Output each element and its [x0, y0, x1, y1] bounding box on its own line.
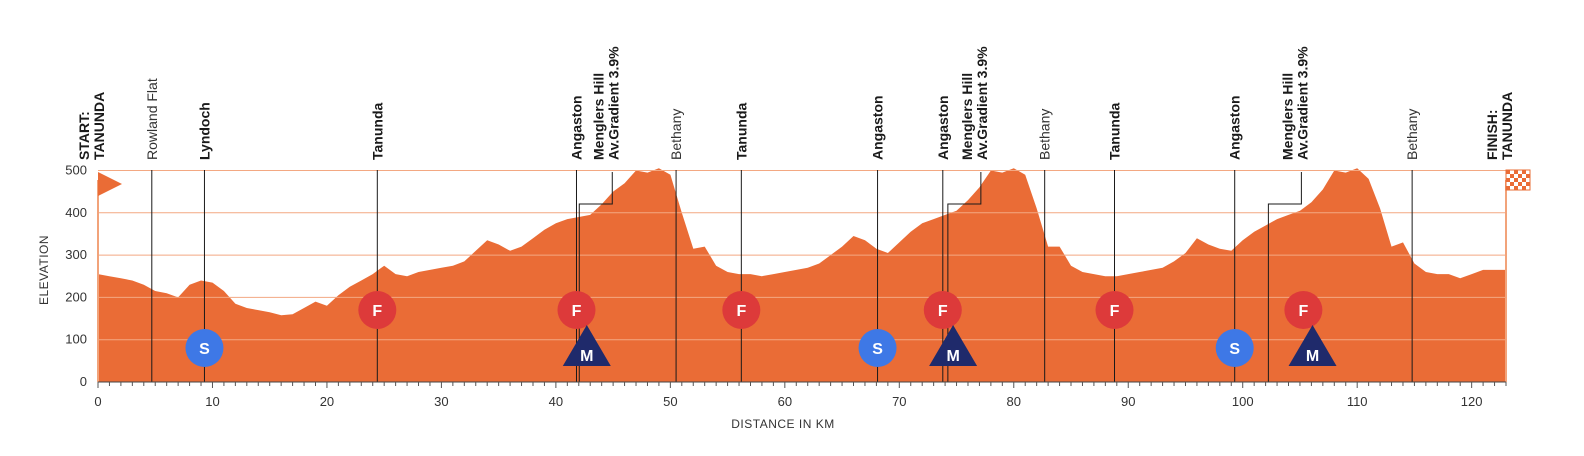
finish-flag-square — [1510, 182, 1514, 186]
place-label: Angaston — [568, 95, 584, 160]
mountain-marker — [929, 325, 978, 366]
mountain-marker-label: M — [1306, 348, 1319, 365]
x-tick-label-60: 60 — [778, 394, 792, 409]
place-label: FINISH: — [1484, 109, 1500, 160]
finish-flag-square — [1514, 178, 1518, 182]
mountain-marker — [1288, 325, 1337, 366]
finish-flag-square — [1506, 170, 1510, 174]
sprint-marker — [185, 329, 224, 367]
x-tick-label-80: 80 — [1007, 394, 1021, 409]
x-tick-label-20: 20 — [320, 394, 334, 409]
feed-zone-marker-label: F — [938, 303, 948, 320]
feed-zone-marker — [358, 291, 397, 329]
x-axis-title: DISTANCE IN KM — [731, 417, 834, 431]
feed-zone-marker — [1095, 291, 1134, 329]
sprint-marker — [1215, 329, 1254, 367]
feed-zone-marker-label: F — [372, 303, 382, 320]
y-tick-label-400: 400 — [65, 205, 87, 220]
feed-zone-marker-label: F — [1110, 303, 1120, 320]
climb-connector — [578, 172, 613, 208]
climb-connector — [1267, 172, 1302, 208]
finish-flag-square — [1518, 182, 1522, 186]
x-tick-label-50: 50 — [663, 394, 677, 409]
climb-connector — [947, 172, 982, 208]
finish-flag-square — [1514, 170, 1518, 174]
axes: 0 100 200 300 400 500 0 10 20 30 40 50 60 70 80 90 100 11… — [65, 162, 1507, 409]
finish-flag-square — [1526, 174, 1530, 178]
sprint-marker-label: S — [1229, 341, 1240, 358]
finish-flag-square — [1522, 178, 1526, 182]
x-tick-label-100: 100 — [1232, 394, 1254, 409]
place-label: Tanunda — [369, 102, 385, 160]
x-tick-label-10: 10 — [205, 394, 219, 409]
x-tick-label-110: 110 — [1347, 394, 1368, 409]
place-label-line2: Av.Gradient 3.9% — [974, 46, 990, 160]
feed-zone-marker — [923, 291, 962, 329]
finish-flag-square — [1510, 174, 1514, 178]
finish-flag-square — [1522, 186, 1526, 190]
y-tick-label-300: 300 — [65, 247, 87, 262]
feed-zone-marker — [1284, 291, 1323, 329]
mountain-marker-label: M — [580, 348, 593, 365]
feed-zone-marker — [557, 291, 596, 329]
y-tick-label-0: 0 — [80, 374, 87, 389]
y-tick-label-200: 200 — [65, 289, 87, 304]
place-label: Rowland Flat — [144, 78, 160, 160]
place-label: Angaston — [935, 95, 951, 160]
place-label: Bethany — [668, 109, 684, 160]
mountain-marker-label: M — [946, 348, 959, 365]
feed-zone-marker — [722, 291, 761, 329]
x-tick-label-120: 120 — [1461, 394, 1483, 409]
elevation-area — [98, 168, 1506, 382]
place-label-line2: Av.Gradient 3.9% — [605, 46, 621, 160]
elevation-profile — [98, 168, 1506, 382]
place-label: Menglers Hill — [590, 73, 606, 160]
finish-flag-square — [1506, 186, 1510, 190]
x-tick-label-90: 90 — [1121, 394, 1135, 409]
feed-zone-marker-label: F — [572, 303, 582, 320]
y-tick-label-100: 100 — [65, 332, 87, 347]
finish-flag-icon — [1505, 169, 1531, 191]
y-tick-label-500: 500 — [65, 162, 87, 177]
place-label: Tanunda — [733, 102, 749, 160]
x-tick-label-40: 40 — [549, 394, 563, 409]
finish-flag-square — [1526, 182, 1530, 186]
y-axis-title: ELEVATION — [37, 235, 51, 305]
place-label: START: — [76, 111, 92, 160]
x-tick-label-0: 0 — [94, 394, 101, 409]
finish-flag-square — [1506, 178, 1510, 182]
place-label-line2: Av.Gradient 3.9% — [1294, 46, 1310, 160]
x-tick-label-70: 70 — [892, 394, 906, 409]
start-flag-icon — [98, 172, 122, 196]
feed-zone-marker-label: F — [736, 303, 746, 320]
start-finish-flags — [98, 169, 1531, 196]
markers: S F F M F S F M F S F M — [185, 291, 1337, 367]
place-label: Menglers Hill — [1279, 73, 1295, 160]
place-label: Angaston — [870, 95, 886, 160]
finish-flag-square — [1522, 170, 1526, 174]
sprint-marker-label: S — [199, 341, 210, 358]
place-labels: START: TANUNDA Rowland Flat Lyndoch Tanunda A… — [76, 46, 1515, 160]
x-tick-label-30: 30 — [434, 394, 448, 409]
sprint-marker — [858, 329, 897, 367]
mountain-marker — [562, 325, 611, 366]
place-label-line2: TANUNDA — [91, 92, 107, 160]
place-label: Lyndoch — [196, 102, 212, 160]
place-lines — [97, 170, 1507, 382]
place-label: Bethany — [1037, 109, 1053, 160]
place-label: Angaston — [1227, 95, 1243, 160]
finish-flag-square — [1514, 186, 1518, 190]
feed-zone-marker-label: F — [1298, 303, 1308, 320]
sprint-marker-label: S — [872, 341, 883, 358]
place-label: Bethany — [1404, 109, 1420, 160]
finish-flag-square — [1518, 174, 1522, 178]
place-label-line2: TANUNDA — [1499, 92, 1515, 160]
place-label: Menglers Hill — [959, 73, 975, 160]
gridlines-overlay — [98, 169, 1506, 341]
place-label: Tanunda — [1107, 102, 1123, 160]
